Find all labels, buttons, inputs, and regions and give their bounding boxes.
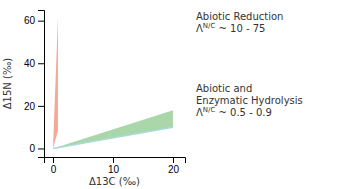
chart: 0 10 20 0 20 40 60 Δ13C (‰) Δ15N (‰) Abiotic Redu… xyxy=(0,0,345,189)
annotation-line: ~ 0.5 - 0.9 xyxy=(215,107,272,118)
axis-line xyxy=(45,158,186,164)
y-axis: 0 20 40 60 xyxy=(24,11,45,158)
y-axis-title: Δ15N (‰) xyxy=(2,58,13,110)
tick: 20 xyxy=(168,157,180,175)
annotation-line: ~ 10 - 75 xyxy=(215,23,265,34)
tick-mark xyxy=(38,21,44,22)
tick-mark xyxy=(38,106,44,107)
axis-line xyxy=(38,11,45,158)
marks xyxy=(53,17,173,148)
x-axis-title: Δ13C (‰) xyxy=(89,176,140,187)
tick-label: 20 xyxy=(168,164,180,175)
tick: 0 xyxy=(29,143,44,154)
tick-label: 20 xyxy=(24,101,36,112)
tick: 20 xyxy=(24,101,44,112)
tick: 0 xyxy=(51,157,57,175)
annotation-line: Abiotic and xyxy=(196,83,252,94)
annotation-line: Abiotic Reduction xyxy=(196,11,283,22)
tick-label: 0 xyxy=(51,164,57,175)
line xyxy=(53,127,173,148)
tick-label: 40 xyxy=(24,58,36,69)
tick-label: 0 xyxy=(29,143,35,154)
annotation: Abiotic andEnzymatic HydrolysisΛN/C ~ 0.… xyxy=(196,83,303,118)
annotation: Abiotic ReductionΛN/C ~ 10 - 75 xyxy=(196,11,283,34)
tick: 60 xyxy=(24,15,44,26)
annotation-line: N/C xyxy=(203,22,216,30)
tick-mark xyxy=(53,157,54,163)
wedge xyxy=(53,17,58,148)
tick-mark xyxy=(173,157,174,163)
tick-label: 60 xyxy=(24,15,36,26)
tick-mark xyxy=(38,148,44,149)
tick-label: 10 xyxy=(108,164,120,175)
tick: 40 xyxy=(24,58,44,69)
plot: 0 10 20 0 20 40 60 xyxy=(24,11,186,176)
annotation-line: Enzymatic Hydrolysis xyxy=(196,95,303,106)
x-axis: 0 10 20 xyxy=(45,157,186,175)
tick-mark xyxy=(38,63,44,64)
tick-mark xyxy=(113,157,114,163)
annotation-line: N/C xyxy=(203,106,216,114)
tick: 10 xyxy=(108,157,120,175)
wedge xyxy=(53,110,173,148)
